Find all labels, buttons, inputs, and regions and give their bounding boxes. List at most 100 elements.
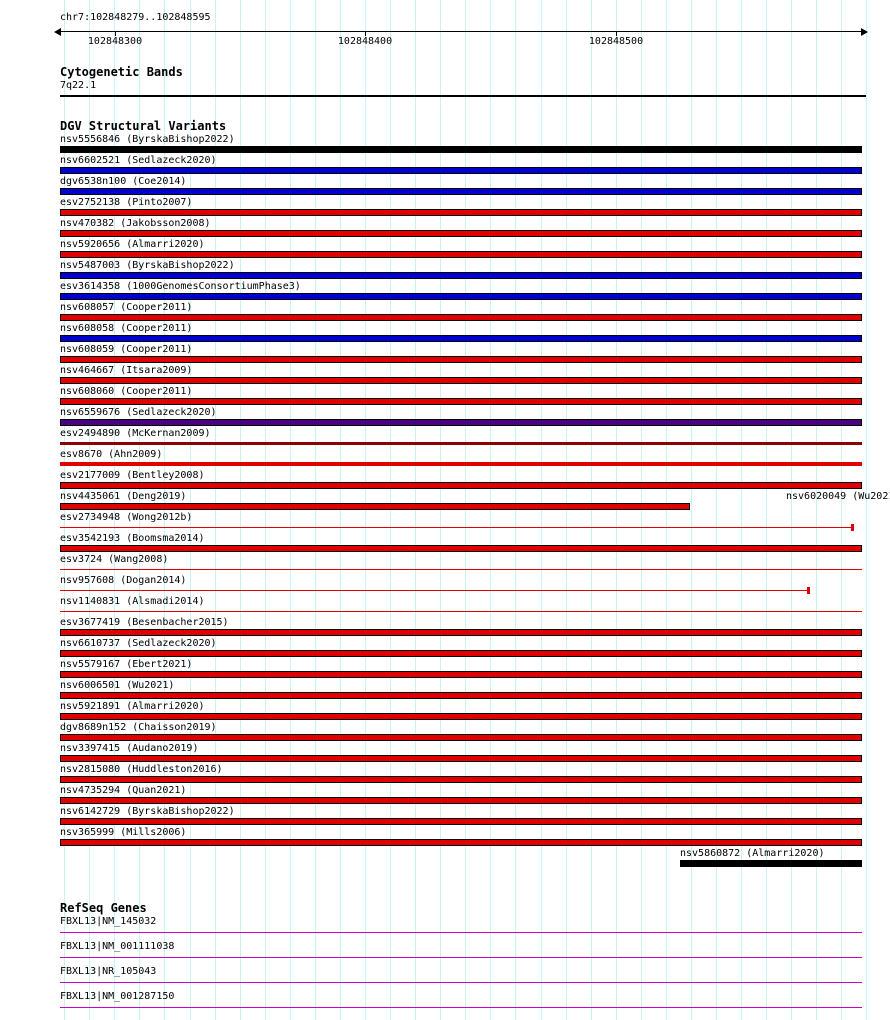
variant-bar[interactable] (60, 230, 862, 237)
variant-bar[interactable] (60, 442, 862, 445)
variant-bar[interactable] (60, 462, 862, 466)
variant-label: nsv3397415 (Audano2019) (60, 743, 199, 754)
variant-bar[interactable] (60, 482, 862, 489)
variant-label: esv2734948 (Wong2012b) (60, 512, 193, 523)
grid-line (640, 0, 642, 1020)
variant-label: esv8670 (Ahn2009) (60, 449, 163, 460)
grid-line (289, 0, 291, 1020)
variant-bar[interactable] (60, 797, 862, 804)
variant-label: dgv6538n100 (Coe2014) (60, 176, 187, 187)
variant-label: nsv1140831 (Alsmadi2014) (60, 596, 205, 607)
variant-bar[interactable] (60, 419, 862, 426)
variant-label: nsv6142729 (ByrskaBishop2022) (60, 806, 235, 817)
gene-line[interactable] (60, 982, 862, 983)
grid-line (716, 0, 718, 1020)
variant-label: dgv8689n152 (Chaisson2019) (60, 722, 217, 733)
grid-line (540, 0, 542, 1020)
variant-bar[interactable] (60, 377, 862, 384)
variant-bar[interactable] (60, 734, 862, 741)
grid-line (866, 0, 868, 1020)
variant-label: nsv608057 (Cooper2011) (60, 302, 193, 313)
variant-label: nsv6020049 (Wu2021) (786, 491, 890, 502)
gene-line[interactable] (60, 932, 862, 933)
variant-label: esv3542193 (Boomsma2014) (60, 533, 205, 544)
gene-label: FBXL13|NM_145032 (60, 916, 157, 927)
variant-bar[interactable] (60, 650, 862, 657)
variant-bar[interactable] (60, 545, 862, 552)
ruler-tick-label: 102848500 (588, 36, 644, 47)
variant-bar[interactable] (60, 188, 862, 195)
variant-bar[interactable] (60, 692, 862, 699)
grid-line (741, 0, 743, 1020)
grid-line (791, 0, 793, 1020)
ruler-right-arrow-icon (861, 28, 868, 36)
variant-bar[interactable] (60, 713, 862, 720)
grid-line (239, 0, 241, 1020)
cytoband-bar[interactable] (60, 95, 866, 97)
variant-label: nsv4435061 (Deng2019) (60, 491, 187, 502)
variant-label: esv3677419 (Besenbacher2015) (60, 617, 229, 628)
variant-bar[interactable] (60, 146, 862, 153)
grid-line (766, 0, 768, 1020)
grid-line (490, 0, 492, 1020)
variant-bar[interactable] (60, 251, 862, 258)
variant-label: nsv608059 (Cooper2011) (60, 344, 193, 355)
ruler-tick (115, 31, 116, 36)
grid-line (264, 0, 266, 1020)
variant-label: nsv6610737 (Sedlazeck2020) (60, 638, 217, 649)
gene-line[interactable] (60, 1007, 862, 1008)
variant-label: nsv5579167 (Ebert2021) (60, 659, 193, 670)
variant-bar[interactable] (60, 590, 807, 591)
variant-bar[interactable] (60, 398, 862, 405)
gene-label: FBXL13|NM_001287150 (60, 991, 175, 1002)
variant-bar[interactable] (60, 776, 862, 783)
variant-bar[interactable] (60, 527, 851, 528)
grid-line (816, 0, 818, 1020)
grid-line (690, 0, 692, 1020)
variant-label: esv2494890 (McKernan2009) (60, 428, 211, 439)
gene-label: FBXL13|NM_001111038 (60, 941, 175, 952)
variant-bar[interactable] (60, 671, 862, 678)
variant-bar[interactable] (680, 860, 862, 867)
variant-bar[interactable] (60, 314, 862, 321)
variant-bar[interactable] (60, 209, 862, 216)
grid-line (164, 0, 166, 1020)
variant-bar[interactable] (60, 272, 862, 279)
variant-bar[interactable] (60, 167, 862, 174)
variant-bar[interactable] (60, 629, 862, 636)
variant-label: nsv5920656 (Almarri2020) (60, 239, 205, 250)
gene-label: FBXL13|NR_105043 (60, 966, 157, 977)
variant-bar[interactable] (60, 611, 862, 612)
grid-line (565, 0, 567, 1020)
cytobands-title: Cytogenetic Bands (60, 65, 183, 79)
variant-bar[interactable] (60, 356, 862, 363)
region-label: chr7:102848279..102848595 (60, 12, 211, 23)
ruler-tick (365, 31, 366, 36)
grid-line (841, 0, 843, 1020)
variant-bar[interactable] (60, 503, 690, 510)
variant-bar[interactable] (60, 293, 862, 300)
grid-line (590, 0, 592, 1020)
variant-bar[interactable] (60, 755, 862, 762)
grid-line (139, 0, 141, 1020)
grid-line (615, 0, 617, 1020)
grid-line (64, 0, 66, 1020)
variant-label: nsv5860872 (Almarri2020) (680, 848, 825, 859)
ruler-left-arrow-icon (54, 28, 61, 36)
variant-bar[interactable] (60, 569, 862, 570)
grid-line (440, 0, 442, 1020)
variant-bar[interactable] (60, 818, 862, 825)
grid-line (665, 0, 667, 1020)
variant-label: nsv6602521 (Sedlazeck2020) (60, 155, 217, 166)
variant-label: nsv6559676 (Sedlazeck2020) (60, 407, 217, 418)
grid-line (189, 0, 191, 1020)
gene-line[interactable] (60, 957, 862, 958)
variant-bar[interactable] (60, 335, 862, 342)
cytoband-label: 7q22.1 (60, 80, 97, 91)
variant-bar[interactable] (60, 839, 862, 846)
grid-line (314, 0, 316, 1020)
variant-label: nsv957608 (Dogan2014) (60, 575, 187, 586)
variant-label: nsv2815080 (Huddleston2016) (60, 764, 223, 775)
variant-label: nsv4735294 (Quan2021) (60, 785, 187, 796)
grid-line (365, 0, 367, 1020)
